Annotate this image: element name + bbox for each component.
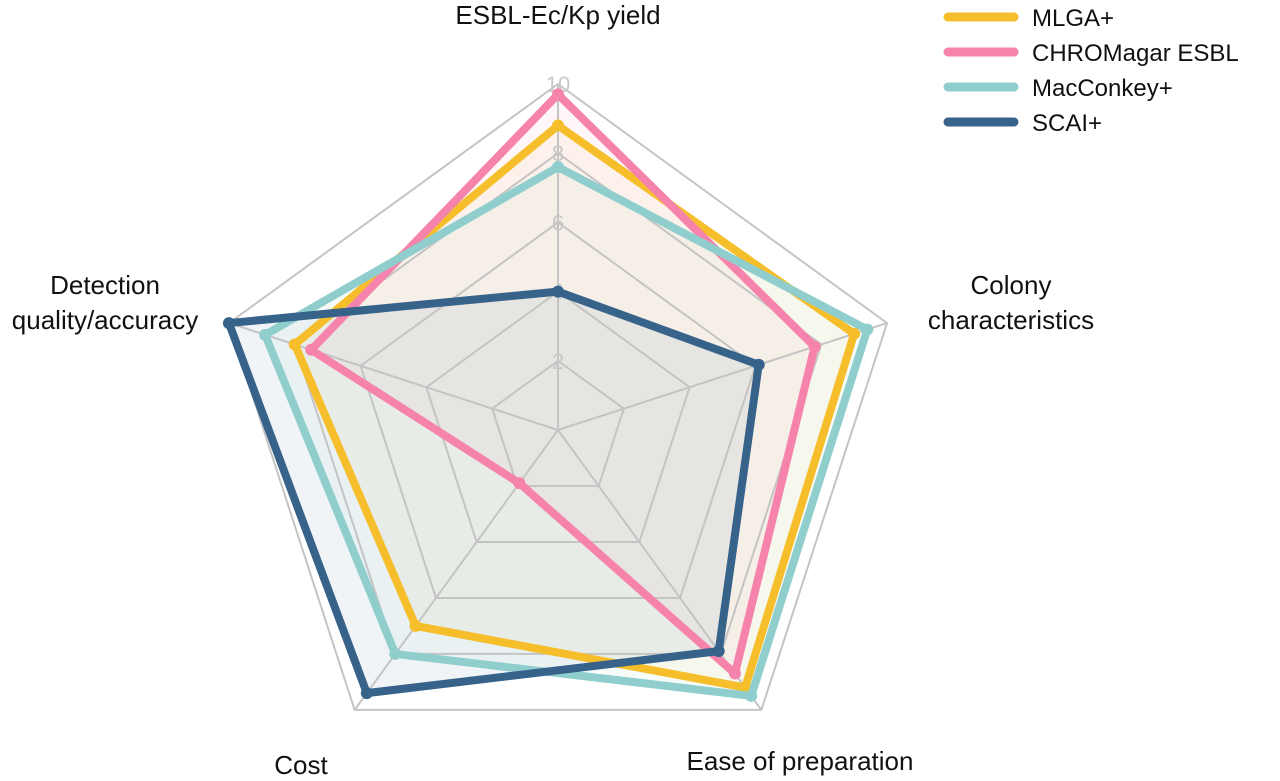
axis-label-colony-line2: characteristics (928, 305, 1094, 335)
series-0-point-1 (848, 327, 861, 340)
series-lines (222, 88, 874, 702)
series-3-point-3 (360, 687, 373, 700)
axis-label-detection-line2: quality/accuracy (12, 305, 198, 335)
series-2 (259, 161, 874, 702)
series-1-point-2 (728, 667, 741, 680)
legend-label-chromagar: CHROMagar ESBL (1032, 40, 1239, 67)
axis-label-cost: Cost (274, 750, 328, 780)
series-fill-2 (265, 167, 868, 696)
axis-spoke-1 (557, 322, 888, 431)
legend: MLGA+ CHROMagar ESBL MacConkey+ SCAI+ (943, 5, 1239, 137)
axis-label-ease: Ease of preparation (687, 746, 914, 776)
tick-label-2: 2 (552, 349, 564, 374)
series-fill-3 (228, 291, 759, 694)
series-1-point-4 (305, 343, 318, 356)
series-line-1 (307, 90, 819, 678)
series-1 (305, 88, 821, 680)
series-0-point-4 (288, 338, 301, 351)
legend-label-macconkey: MacConkey+ (1032, 75, 1173, 102)
grid-ring-6 (359, 221, 757, 599)
series-3 (222, 285, 765, 700)
series-0-point-0 (552, 119, 564, 132)
grid-ring-4 (425, 290, 691, 543)
grid-ring-2 (491, 359, 625, 487)
series-2-point-3 (389, 647, 402, 660)
axis-labels: ESBL-Ec/Kp yield Colony characteristics … (12, 0, 1094, 780)
legend-label-scai: SCAI+ (1032, 110, 1102, 137)
series-2-point-0 (552, 161, 564, 174)
axis-spoke-4 (228, 322, 559, 431)
series-line-2 (261, 163, 872, 700)
series-3-point-4 (222, 317, 235, 330)
axis-label-colony-line1: Colony (971, 270, 1052, 300)
series-2-point-4 (259, 328, 272, 341)
series-3-point-1 (752, 358, 765, 371)
series-1-point-3 (513, 477, 526, 490)
series-2-point-1 (861, 323, 874, 336)
series-0-point-3 (409, 619, 422, 632)
axis-label-yield: ESBL-Ec/Kp yield (455, 0, 660, 30)
grid-ring-10 (227, 82, 889, 711)
series-3-point-0 (552, 285, 564, 298)
series-3-point-2 (712, 645, 725, 658)
series-line-3 (224, 287, 763, 698)
tick-label-8: 8 (552, 141, 564, 166)
series-1-point-0 (552, 88, 564, 101)
series-1-point-1 (808, 340, 821, 353)
axis-label-detection-line1: Detection (50, 270, 160, 300)
legend-label-mlga: MLGA+ (1032, 5, 1114, 32)
axis-spoke-3 (353, 429, 559, 711)
series-2-point-2 (745, 689, 758, 702)
series-0-point-2 (739, 681, 752, 694)
tick-label-6: 6 (552, 210, 564, 235)
